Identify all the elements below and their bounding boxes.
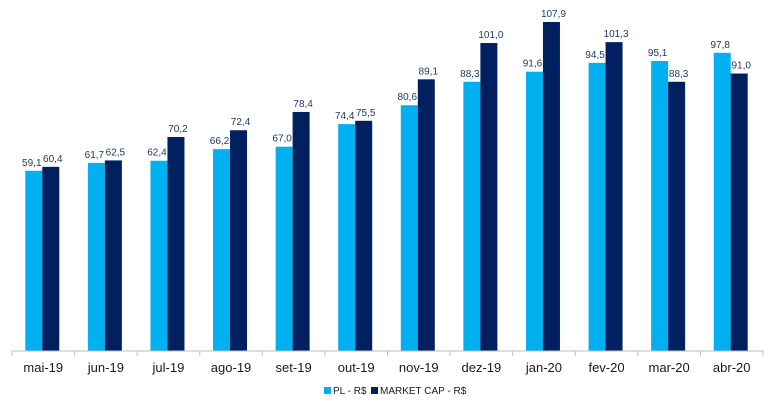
- bar-pl-abr-20: [713, 52, 731, 351]
- data-label-pl-mar-20: 95,1: [648, 48, 668, 59]
- data-label-pl-ago-19: 66,2: [210, 136, 230, 147]
- data-label-pl-jan-20: 91,6: [523, 59, 543, 70]
- bar-pl-dez-19: [463, 81, 481, 351]
- bars-group: [25, 22, 748, 352]
- bar-market-cap-jun-19: [104, 160, 122, 351]
- data-label-market-cap-abr-20: 91,0: [731, 61, 751, 72]
- bar-market-cap-out-19: [355, 120, 373, 351]
- legend: PL - R$ MARKET CAP - R$: [324, 386, 467, 397]
- bar-market-cap-abr-20: [730, 73, 748, 351]
- bar-market-cap-mar-20: [668, 81, 686, 351]
- data-label-market-cap-jan-20: 107,9: [541, 9, 566, 20]
- bar-pl-jul-19: [150, 160, 168, 351]
- x-ticks-group: [11, 351, 764, 356]
- data-label-pl-fev-20: 94,5: [585, 50, 605, 61]
- bar-market-cap-set-19: [292, 111, 310, 351]
- legend-swatch-pl: [324, 387, 331, 394]
- x-tick-label-dez-19: dez-19: [462, 360, 502, 375]
- legend-swatch-market-cap: [371, 387, 378, 394]
- x-tick-label-jul-19: jul-19: [152, 360, 185, 375]
- data-label-market-cap-mai-19: 60,4: [43, 154, 63, 165]
- bar-pl-jan-20: [525, 71, 543, 351]
- x-tick-label-jan-20: jan-20: [525, 360, 562, 375]
- data-label-market-cap-mar-20: 88,3: [669, 69, 689, 80]
- bar-market-cap-jul-19: [167, 136, 185, 351]
- data-label-market-cap-jun-19: 62,5: [106, 147, 126, 158]
- data-label-pl-nov-19: 80,6: [398, 92, 418, 103]
- bar-pl-mai-19: [25, 170, 43, 351]
- data-label-market-cap-jul-19: 70,2: [168, 124, 188, 135]
- bar-pl-set-19: [275, 146, 293, 351]
- bar-pl-mar-20: [651, 61, 669, 352]
- bar-pl-nov-19: [400, 105, 418, 351]
- data-label-pl-jul-19: 62,4: [147, 148, 167, 159]
- x-tick-label-ago-19: ago-19: [211, 360, 251, 375]
- x-tick-label-abr-20: abr-20: [713, 360, 751, 375]
- bar-market-cap-nov-19: [417, 79, 435, 351]
- bar-market-cap-fev-20: [605, 42, 623, 352]
- bar-pl-out-19: [338, 124, 356, 351]
- data-label-pl-mai-19: 59,1: [22, 158, 42, 169]
- data-label-market-cap-ago-19: 72,4: [231, 117, 251, 128]
- bar-pl-ago-19: [213, 149, 231, 351]
- bar-pl-fev-20: [588, 62, 606, 351]
- x-tick-label-out-19: out-19: [338, 360, 375, 375]
- bar-pl-jun-19: [87, 162, 105, 351]
- data-label-pl-set-19: 67,0: [272, 134, 292, 145]
- data-label-pl-out-19: 74,4: [335, 111, 355, 122]
- legend-label-pl: PL - R$: [333, 386, 367, 397]
- data-label-market-cap-dez-19: 101,0: [478, 30, 503, 41]
- x-tick-label-set-19: set-19: [276, 360, 312, 375]
- data-label-pl-jun-19: 61,7: [85, 150, 105, 161]
- x-tick-label-jun-19: jun-19: [87, 360, 124, 375]
- data-label-market-cap-nov-19: 89,1: [419, 66, 439, 77]
- legend-label-market-cap: MARKET CAP - R$: [380, 386, 467, 397]
- data-label-market-cap-out-19: 75,5: [356, 108, 376, 119]
- x-tick-label-mar-20: mar-20: [649, 360, 690, 375]
- data-label-market-cap-set-19: 78,4: [293, 99, 313, 110]
- x-tick-labels-group: mai-19 jun-19 jul-19 ago-19 set-19 out-19 nov-…: [23, 360, 750, 375]
- x-tick-label-fev-20: fev-20: [588, 360, 624, 375]
- data-labels-group: 59,1 60,4 61,7 62,5 62,4 70,2 66,272,4 67,0 78,4…: [22, 9, 751, 169]
- bar-market-cap-mai-19: [42, 166, 60, 351]
- data-label-pl-dez-19: 88,3: [460, 69, 480, 80]
- x-tick-label-nov-19: nov-19: [399, 360, 439, 375]
- bar-market-cap-jan-20: [542, 22, 560, 351]
- bar-market-cap-dez-19: [480, 43, 498, 351]
- bar-market-cap-ago-19: [230, 130, 248, 351]
- x-tick-label-mai-19: mai-19: [23, 360, 63, 375]
- data-label-pl-abr-20: 97,8: [710, 40, 730, 51]
- data-label-market-cap-fev-20: 101,3: [604, 29, 629, 40]
